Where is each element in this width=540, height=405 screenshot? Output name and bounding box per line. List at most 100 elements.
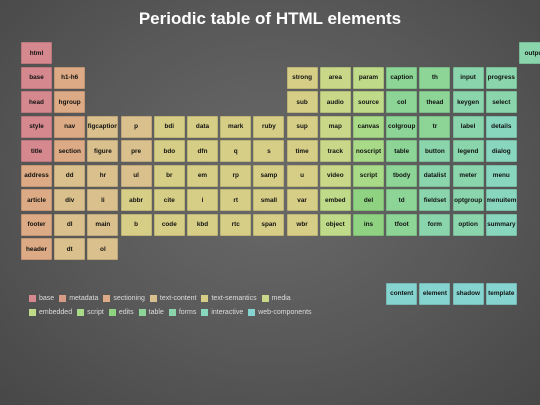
- element-bdo[interactable]: bdo: [153, 140, 185, 162]
- element-ol[interactable]: ol: [87, 238, 119, 260]
- element-audio[interactable]: audio: [319, 91, 351, 113]
- element-td[interactable]: td: [386, 189, 418, 211]
- element-keygen[interactable]: keygen: [452, 91, 484, 113]
- element-button[interactable]: button: [419, 140, 451, 162]
- element-content[interactable]: content: [386, 282, 418, 305]
- element-div[interactable]: div: [54, 189, 86, 211]
- element-dl[interactable]: dl: [54, 213, 86, 236]
- element-dfn[interactable]: dfn: [187, 140, 218, 162]
- element-var[interactable]: var: [286, 189, 318, 211]
- element-map[interactable]: map: [319, 115, 351, 138]
- element-del[interactable]: del: [353, 189, 384, 211]
- element-object[interactable]: object: [319, 213, 351, 236]
- element-rp[interactable]: rp: [220, 164, 252, 187]
- element-meter[interactable]: meter: [452, 164, 484, 187]
- element-rtc[interactable]: rtc: [220, 213, 252, 236]
- element-figcaption[interactable]: figcaption: [87, 115, 119, 138]
- element-small[interactable]: small: [253, 189, 285, 211]
- element-pre[interactable]: pre: [120, 140, 152, 162]
- element-ruby[interactable]: ruby: [253, 115, 285, 138]
- element-code[interactable]: code: [153, 213, 185, 236]
- element-sup[interactable]: sup: [286, 115, 318, 138]
- legend-item-text-semantics[interactable]: text-semantics: [201, 294, 257, 302]
- legend-item-script[interactable]: script: [77, 308, 104, 316]
- element-dt[interactable]: dt: [54, 238, 86, 260]
- element-abbr[interactable]: abbr: [120, 189, 152, 211]
- element-li[interactable]: li: [87, 189, 119, 211]
- legend-item-interactive[interactable]: interactive: [201, 308, 243, 316]
- element-col[interactable]: col: [386, 91, 418, 113]
- element-br[interactable]: br: [153, 164, 185, 187]
- element-param[interactable]: param: [353, 66, 384, 89]
- element-source[interactable]: source: [353, 91, 384, 113]
- element-h1-h6[interactable]: h1-h6: [54, 66, 86, 89]
- legend-item-embedded[interactable]: embedded: [29, 308, 72, 316]
- element-style[interactable]: style: [21, 115, 52, 138]
- element-strong[interactable]: strong: [286, 66, 318, 89]
- element-tfoot[interactable]: tfoot: [386, 213, 418, 236]
- element-ul[interactable]: ul: [120, 164, 152, 187]
- legend-item-forms[interactable]: forms: [168, 308, 196, 316]
- legend-item-web-components[interactable]: web-components: [248, 308, 312, 316]
- element-output[interactable]: output: [519, 42, 540, 64]
- element-rt[interactable]: rt: [220, 189, 252, 211]
- element-track[interactable]: track: [319, 140, 351, 162]
- element-s[interactable]: s: [253, 140, 285, 162]
- element-option[interactable]: option: [452, 213, 484, 236]
- element-noscript[interactable]: noscript: [353, 140, 384, 162]
- element-tbody[interactable]: tbody: [386, 164, 418, 187]
- element-mark[interactable]: mark: [220, 115, 252, 138]
- element-figure[interactable]: figure: [87, 140, 119, 162]
- element-header[interactable]: header: [21, 238, 52, 260]
- element-summary[interactable]: summary: [485, 213, 517, 236]
- element-tr[interactable]: tr: [419, 115, 451, 138]
- element-table[interactable]: table: [386, 140, 418, 162]
- element-template[interactable]: template: [485, 282, 517, 305]
- element-kbd[interactable]: kbd: [187, 213, 218, 236]
- legend-item-edits[interactable]: edits: [108, 308, 134, 316]
- element-progress[interactable]: progress: [485, 66, 517, 89]
- element-select[interactable]: select: [485, 91, 517, 113]
- element-thead[interactable]: thead: [419, 91, 451, 113]
- element-u[interactable]: u: [286, 164, 318, 187]
- element-dd[interactable]: dd: [54, 164, 86, 187]
- element-address[interactable]: address: [21, 164, 52, 187]
- element-html[interactable]: html: [21, 42, 52, 64]
- element-em[interactable]: em: [187, 164, 218, 187]
- element-input[interactable]: input: [452, 66, 484, 89]
- element-cite[interactable]: cite: [153, 189, 185, 211]
- element-fieldset[interactable]: fieldset: [419, 189, 451, 211]
- element-footer[interactable]: footer: [21, 213, 52, 236]
- element-caption[interactable]: caption: [386, 66, 418, 89]
- element-datalist[interactable]: datalist: [419, 164, 451, 187]
- element-hr[interactable]: hr: [87, 164, 119, 187]
- element-wbr[interactable]: wbr: [286, 213, 318, 236]
- legend-item-sectioning[interactable]: sectioning: [103, 294, 145, 302]
- element-shadow[interactable]: shadow: [452, 282, 484, 305]
- element-article[interactable]: article: [21, 189, 52, 211]
- element-b[interactable]: b: [120, 213, 152, 236]
- element-samp[interactable]: samp: [253, 164, 285, 187]
- element-q[interactable]: q: [220, 140, 252, 162]
- element-dialog[interactable]: dialog: [485, 140, 517, 162]
- element-hgroup[interactable]: hgroup: [54, 91, 86, 113]
- element-colgroup[interactable]: colgroup: [386, 115, 418, 138]
- element-base[interactable]: base: [21, 66, 52, 89]
- legend-item-media[interactable]: media: [261, 294, 291, 302]
- element-main[interactable]: main: [87, 213, 119, 236]
- element-details[interactable]: details: [485, 115, 517, 138]
- element-section[interactable]: section: [54, 140, 86, 162]
- legend-item-base[interactable]: base: [29, 294, 54, 302]
- element-ins[interactable]: ins: [353, 213, 384, 236]
- element-p[interactable]: p: [120, 115, 152, 138]
- element-time[interactable]: time: [286, 140, 318, 162]
- element-label[interactable]: label: [452, 115, 484, 138]
- element-menu[interactable]: menu: [485, 164, 517, 187]
- legend-item-metadata[interactable]: metadata: [59, 294, 98, 302]
- element-bdi[interactable]: bdi: [153, 115, 185, 138]
- element-title[interactable]: title: [21, 140, 52, 162]
- legend-item-text-content[interactable]: text-content: [149, 294, 196, 302]
- element-form[interactable]: form: [419, 213, 451, 236]
- element-legend[interactable]: legend: [452, 140, 484, 162]
- element-element[interactable]: element: [419, 282, 451, 305]
